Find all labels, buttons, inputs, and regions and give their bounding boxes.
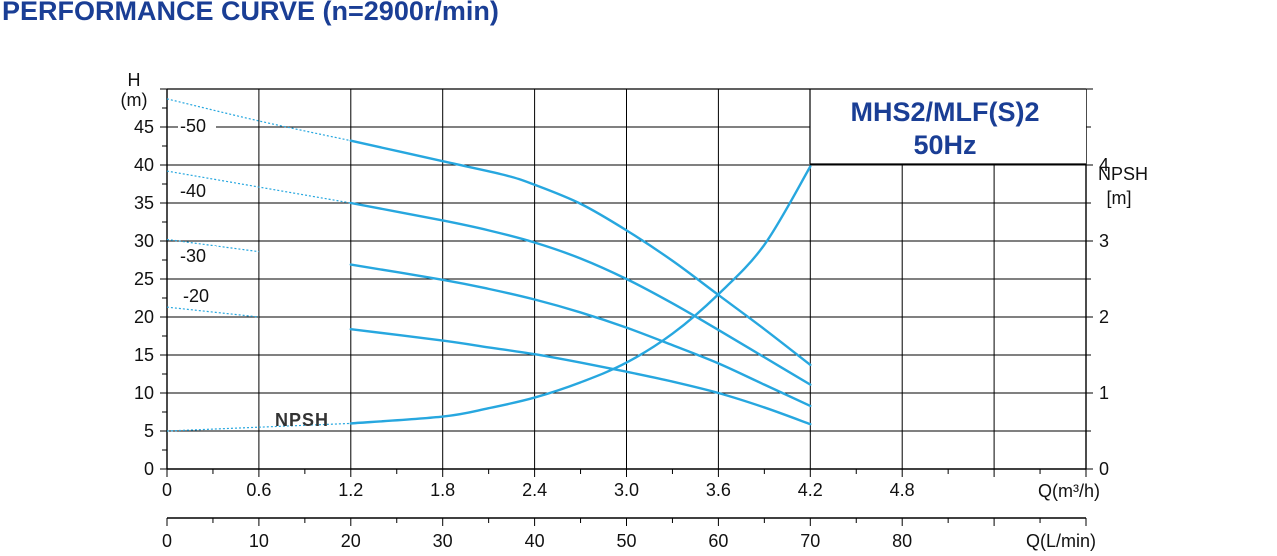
model-box bbox=[810, 89, 1086, 164]
page-title: PERFORMANCE CURVE (n=2900r/min) bbox=[2, 0, 499, 26]
x2-tick-label: 60 bbox=[708, 531, 728, 551]
curve-50 bbox=[349, 139, 812, 367]
x-tick-label: 1.8 bbox=[430, 480, 455, 500]
x2-tick-label: 40 bbox=[525, 531, 545, 551]
y-tick-label: 25 bbox=[134, 269, 154, 289]
y2-tick-label: 1 bbox=[1099, 383, 1109, 403]
x-tick-label: 0.6 bbox=[246, 480, 271, 500]
y2-axis-unit: [m] bbox=[1107, 188, 1132, 208]
y-axis-unit: (m) bbox=[121, 90, 148, 110]
labels: -50 -40 -30 -20 NPSH bbox=[178, 116, 329, 430]
model-frequency: 50Hz bbox=[913, 130, 976, 160]
curve-40-dotted bbox=[166, 170, 351, 204]
y-tick-label: 10 bbox=[134, 383, 154, 403]
model-name: MHS2/MLF(S)2 bbox=[851, 97, 1040, 127]
x2-tick-label: 10 bbox=[249, 531, 269, 551]
curve-50-dotted bbox=[166, 98, 351, 142]
y-tick-label: 15 bbox=[134, 345, 154, 365]
x-tick-label: 2.4 bbox=[522, 480, 547, 500]
y-tick-label: 0 bbox=[144, 459, 154, 479]
y-tick-label: 20 bbox=[134, 307, 154, 327]
x-tick-label: 1.2 bbox=[338, 480, 363, 500]
x-tick-label: 4.8 bbox=[890, 480, 915, 500]
series-label: -30 bbox=[180, 246, 206, 266]
x2-tick-label: 0 bbox=[162, 531, 172, 551]
x2-axis-unit: Q(L/min) bbox=[1026, 531, 1096, 551]
x-tick-label: 0 bbox=[162, 480, 172, 500]
curve-20-dotted bbox=[166, 306, 259, 318]
series-label: -40 bbox=[180, 181, 206, 201]
y-tick-label: 5 bbox=[144, 421, 154, 441]
y2-tick-label: 3 bbox=[1099, 231, 1109, 251]
y-axis-title: H bbox=[128, 70, 141, 90]
y2-tick-label: 4 bbox=[1099, 155, 1109, 175]
curve-40 bbox=[349, 201, 812, 386]
x-axis-unit: Q(m³/h) bbox=[1038, 481, 1100, 501]
y2-tick-label: 2 bbox=[1099, 307, 1109, 327]
curve-npsh-dotted bbox=[166, 422, 351, 432]
curves bbox=[166, 98, 812, 432]
x2-tick-label: 20 bbox=[341, 531, 361, 551]
series-label-bg bbox=[181, 286, 219, 306]
x-tick-label: 3.6 bbox=[706, 480, 731, 500]
series-label-bg bbox=[178, 116, 216, 136]
y2-axis-title: NPSH bbox=[1098, 164, 1148, 184]
x2-tick-label: 50 bbox=[616, 531, 636, 551]
series-label: -50 bbox=[180, 116, 206, 136]
x-tick-label: 4.2 bbox=[798, 480, 823, 500]
series-label-bg bbox=[178, 246, 216, 266]
curve-npsh bbox=[349, 165, 812, 425]
x-tick-label: 3.0 bbox=[614, 480, 639, 500]
x2-tick-label: 80 bbox=[892, 531, 912, 551]
curve-30 bbox=[349, 263, 812, 408]
x2-tick-label: 70 bbox=[800, 531, 820, 551]
y-tick-label: 45 bbox=[134, 117, 154, 137]
y-tick-label: 40 bbox=[134, 155, 154, 175]
series-label-npsh: NPSH bbox=[275, 410, 329, 430]
y-tick-label: 30 bbox=[134, 231, 154, 251]
x2-tick-label: 30 bbox=[433, 531, 453, 551]
y-tick-label: 35 bbox=[134, 193, 154, 213]
curve-20 bbox=[349, 327, 812, 426]
series-label-bg bbox=[178, 181, 216, 201]
y2-tick-label: 0 bbox=[1099, 459, 1109, 479]
series-label: -20 bbox=[183, 286, 209, 306]
